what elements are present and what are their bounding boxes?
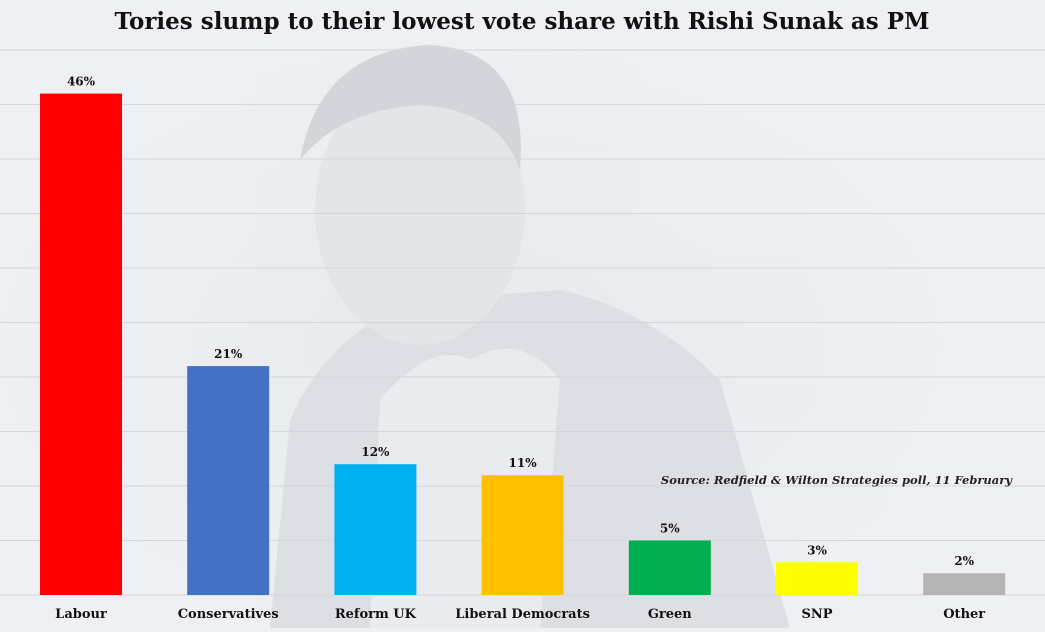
category-label: Liberal Democrats	[455, 607, 590, 622]
bar-green	[628, 540, 711, 595]
chart-title: Tories slump to their lowest vote share …	[115, 8, 930, 35]
source-note: Source: Redfield & Wilton Strategies pol…	[661, 473, 1013, 487]
bar-other	[923, 573, 1006, 595]
value-labels: 46% 21% 12% 11% 5% 3% 2%	[67, 75, 975, 569]
category-label: Green	[648, 607, 692, 622]
value-label: 2%	[954, 554, 974, 568]
bar-snp	[776, 562, 858, 595]
category-label: Reform UK	[335, 607, 417, 622]
category-labels: Labour Conservatives Reform UK Liberal Demo…	[55, 607, 985, 622]
value-label: 21%	[214, 347, 243, 361]
bar-liberal-democrats	[481, 475, 564, 595]
value-label: 3%	[807, 543, 827, 557]
bar-reform-uk	[334, 464, 417, 595]
category-label: Conservatives	[178, 607, 279, 622]
bars	[40, 93, 1006, 595]
value-label: 11%	[509, 456, 538, 470]
category-label: Other	[943, 607, 985, 622]
bar-conservatives	[187, 366, 270, 595]
category-label: SNP	[801, 607, 832, 622]
bar-labour	[40, 93, 122, 595]
value-label: 46%	[67, 75, 96, 89]
category-label: Labour	[55, 607, 107, 622]
value-label: 12%	[361, 445, 390, 459]
value-label: 5%	[660, 522, 680, 536]
